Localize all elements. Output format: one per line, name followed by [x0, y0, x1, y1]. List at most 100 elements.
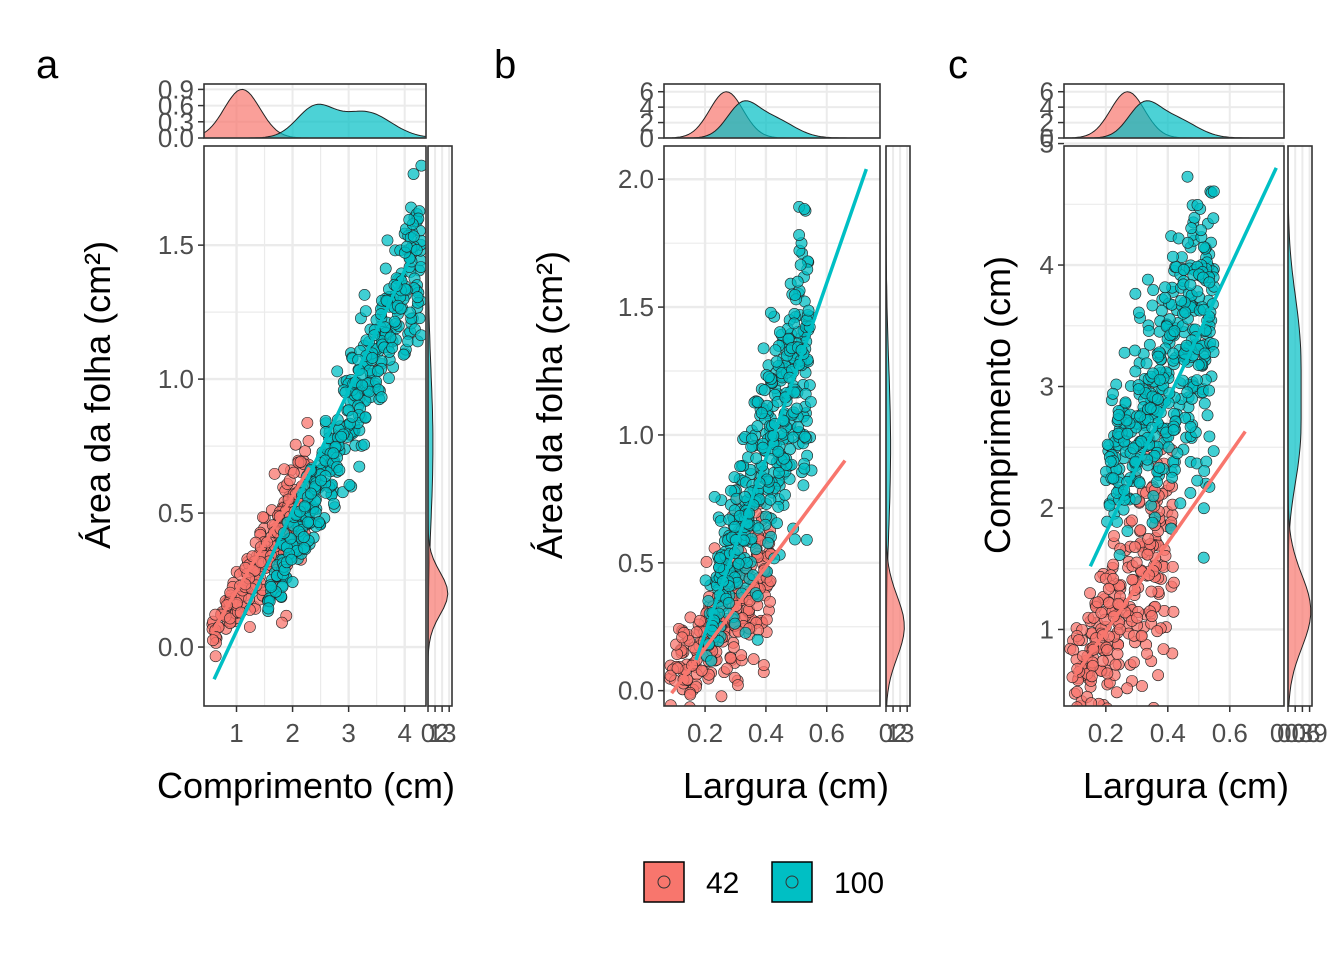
- data-point-100: [410, 244, 423, 256]
- data-point-100: [285, 553, 298, 566]
- data-point-100: [734, 460, 747, 473]
- data-point-100: [415, 329, 426, 342]
- top-density-tick-label: 0.0: [158, 123, 194, 153]
- data-point-100: [800, 534, 813, 546]
- legend-key-100: [771, 861, 813, 903]
- x-tick-label: 0.2: [1088, 718, 1124, 748]
- data-point-100: [359, 305, 372, 317]
- data-point-100: [320, 486, 332, 499]
- main-panel-border: [1063, 145, 1285, 707]
- right-panel-border: [427, 145, 453, 707]
- data-point-100: [397, 348, 410, 361]
- data-point-100: [375, 391, 388, 404]
- data-point-100: [358, 288, 371, 301]
- data-point-100: [262, 602, 275, 615]
- data-point-100: [1132, 383, 1145, 396]
- data-point-100: [1118, 346, 1131, 359]
- data-point-42: [1141, 548, 1154, 561]
- data-point-100: [804, 395, 817, 408]
- data-point-100: [415, 159, 426, 172]
- data-point-100: [1129, 493, 1142, 506]
- data-point-100: [298, 542, 311, 555]
- data-point-100: [798, 462, 811, 475]
- data-point-42: [1072, 634, 1085, 647]
- x-axis-title-group: Largura (cm): [683, 765, 889, 806]
- data-point-100: [407, 168, 420, 180]
- data-point-42: [1136, 680, 1148, 692]
- data-point-100: [788, 317, 801, 330]
- top-density-tick-label: 4: [640, 92, 654, 122]
- data-point-100: [1132, 306, 1145, 319]
- data-point-42: [209, 650, 222, 663]
- data-point-42: [1108, 530, 1120, 542]
- x-axis-title-group: Comprimento (cm): [157, 765, 455, 806]
- data-point-100: [1112, 408, 1125, 421]
- y-tick-label: 0.0: [158, 632, 194, 662]
- top-density-tick-label: 2: [1040, 108, 1054, 138]
- data-point-100: [790, 402, 803, 415]
- top-density-tick-label: 0.9: [158, 74, 194, 104]
- data-point-42: [1110, 686, 1123, 699]
- data-point-42: [1111, 648, 1124, 660]
- panel-tag: a: [36, 43, 59, 87]
- data-point-100: [1181, 170, 1194, 183]
- fit-line-100: [694, 168, 868, 661]
- top-density-tick-label: 4: [1040, 92, 1054, 122]
- data-point-42: [1152, 669, 1164, 682]
- right-panel-border: [1287, 145, 1313, 707]
- data-point-42: [243, 621, 256, 633]
- data-point-100: [723, 597, 735, 609]
- data-point-100: [1184, 420, 1197, 433]
- data-point-42: [1166, 560, 1179, 573]
- data-point-100: [770, 355, 783, 368]
- data-point-100: [319, 414, 332, 427]
- data-point-100: [791, 275, 804, 288]
- data-point-42: [664, 669, 677, 682]
- data-point-100: [304, 487, 317, 500]
- data-point-100: [1107, 472, 1120, 485]
- data-point-42: [684, 701, 696, 706]
- data-point-100: [1166, 471, 1178, 484]
- data-point-42: [731, 679, 744, 692]
- fit-line-42: [1073, 430, 1247, 677]
- y-tick-label: 1.0: [618, 420, 654, 450]
- data-point-100: [313, 516, 325, 529]
- data-point-100: [762, 371, 775, 383]
- data-point-100: [787, 431, 799, 444]
- data-point-100: [779, 489, 791, 501]
- data-point-42: [294, 456, 307, 468]
- data-point-100: [353, 460, 366, 473]
- data-point-100: [1151, 476, 1163, 489]
- data-point-100: [1195, 224, 1207, 237]
- y-tick-label: 3: [1040, 372, 1054, 402]
- data-point-100: [366, 352, 379, 364]
- data-point-100: [1185, 222, 1198, 235]
- x-tick-label: 3: [341, 718, 355, 748]
- data-point-100: [1197, 551, 1210, 564]
- data-point-42: [1091, 596, 1104, 609]
- data-point-100: [327, 447, 340, 460]
- right-density-tick-label: 0.9: [1292, 718, 1328, 748]
- data-point-100: [1171, 447, 1184, 460]
- x-tick-label: 0.4: [1150, 718, 1186, 748]
- points-layer: [206, 159, 426, 680]
- right-density-tick-label: 0: [879, 718, 893, 748]
- data-point-42: [302, 435, 315, 447]
- y-tick-label: 5: [1040, 129, 1054, 159]
- legend-label-42: 42: [706, 867, 739, 900]
- data-point-100: [1119, 396, 1132, 409]
- data-point-100: [407, 230, 420, 243]
- data-point-100: [728, 471, 741, 484]
- data-point-100: [1192, 359, 1205, 371]
- top-panel-border: [203, 83, 427, 139]
- data-point-100: [1197, 502, 1210, 515]
- panel-tag: b: [494, 43, 516, 87]
- y-tick-label: 1.0: [158, 364, 194, 394]
- legend-key-42: [643, 861, 685, 903]
- x-tick-label: 0.6: [1212, 718, 1248, 748]
- data-point-100: [771, 517, 783, 530]
- data-point-100: [1181, 386, 1194, 399]
- data-point-42: [1101, 667, 1114, 680]
- main-panel-border: [663, 145, 881, 707]
- y-tick-label: 4: [1040, 250, 1054, 280]
